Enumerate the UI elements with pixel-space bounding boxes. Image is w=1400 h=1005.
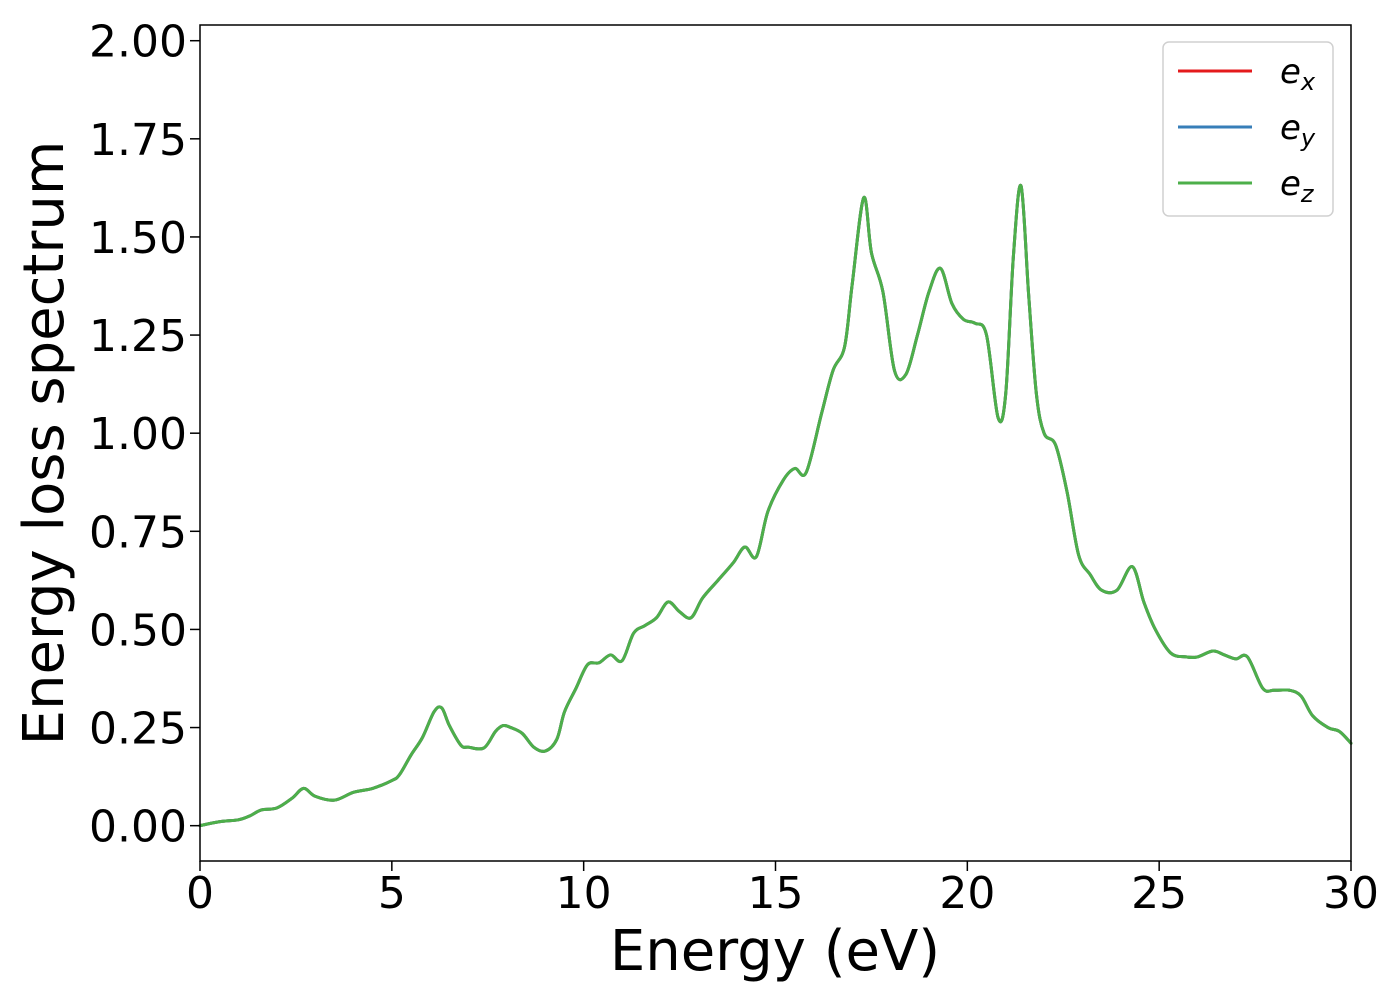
x-axis-title: Energy (eV) bbox=[610, 919, 940, 984]
legend-label-base: e bbox=[1280, 52, 1301, 92]
legend-label-x: ex bbox=[1280, 52, 1316, 96]
y-tick-label: 1.25 bbox=[89, 311, 187, 362]
series-line-x bbox=[198, 183, 1353, 828]
legend-label-base: e bbox=[1280, 108, 1301, 148]
x-axis: 0 5 10 15 20 25 30 bbox=[186, 861, 1379, 919]
x-tick-label: 5 bbox=[378, 868, 406, 919]
y-tick-label: 1.00 bbox=[89, 409, 187, 460]
y-tick-label: 1.75 bbox=[89, 115, 187, 166]
series-layer bbox=[198, 183, 1353, 828]
legend-label-base: e bbox=[1280, 164, 1301, 204]
legend-label-subscript: z bbox=[1300, 180, 1315, 208]
legend-box bbox=[1162, 41, 1334, 217]
series-line-z bbox=[198, 183, 1353, 828]
y-axis-title: Energy loss spectrum bbox=[12, 141, 77, 746]
x-tick-label: 20 bbox=[939, 868, 995, 919]
legend-label-subscript: y bbox=[1300, 124, 1316, 152]
legend-label-subscript: x bbox=[1300, 68, 1316, 96]
legend-label-z: ez bbox=[1280, 164, 1315, 208]
x-tick-label: 25 bbox=[1131, 868, 1187, 919]
series-line-y bbox=[198, 183, 1353, 828]
y-tick-label: 2.00 bbox=[89, 17, 187, 68]
x-tick-label: 30 bbox=[1323, 868, 1379, 919]
y-tick-label: 0.50 bbox=[89, 605, 187, 656]
y-axis: 0.00 0.25 0.50 0.75 1.00 1.25 1.50 1.75 2.00 bbox=[89, 17, 200, 853]
x-tick-label: 0 bbox=[186, 868, 214, 919]
y-tick-label: 0.75 bbox=[89, 507, 187, 558]
legend-label-y: ey bbox=[1280, 108, 1316, 152]
x-tick-label: 10 bbox=[556, 868, 612, 919]
y-tick-label: 0.25 bbox=[89, 704, 187, 755]
x-tick-label: 15 bbox=[748, 868, 804, 919]
y-tick-label: 1.50 bbox=[89, 213, 187, 264]
y-tick-label: 0.00 bbox=[89, 802, 187, 853]
